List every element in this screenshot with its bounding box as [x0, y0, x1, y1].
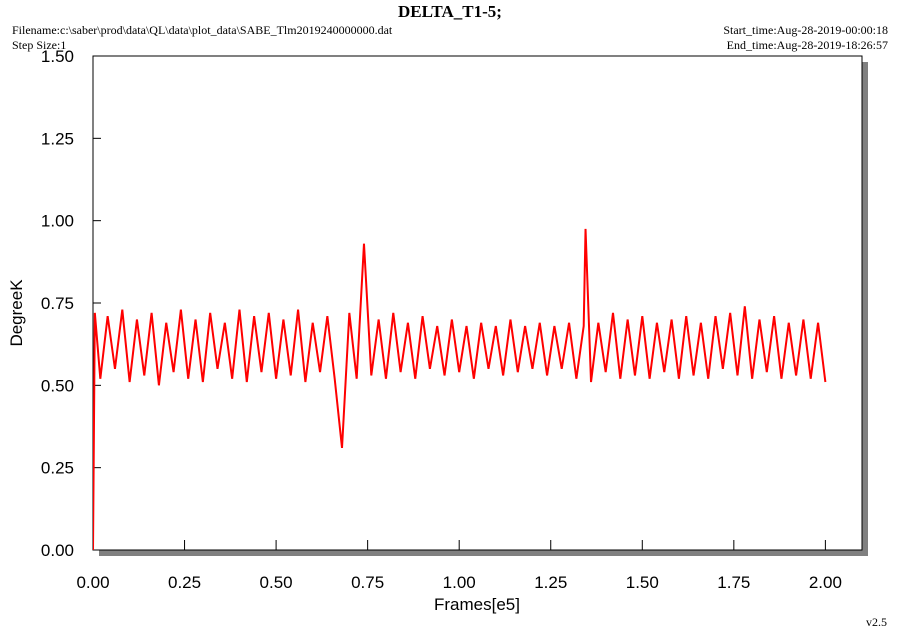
- y-tick-label: 1.50: [41, 47, 74, 66]
- data-line: [93, 228, 827, 550]
- chart-title: DELTA_T1-5;: [398, 2, 502, 21]
- y-tick-label: 0.00: [41, 541, 74, 560]
- x-tick-label: 1.00: [443, 573, 476, 592]
- x-tick-label: 0.00: [76, 573, 109, 592]
- step-size: Step Size:1: [12, 38, 66, 52]
- y-tick-label: 0.50: [41, 376, 74, 395]
- x-tick-label: 0.75: [351, 573, 384, 592]
- x-tick-label: 1.50: [626, 573, 659, 592]
- x-tick-label: 1.75: [717, 573, 750, 592]
- x-tick-label: 2.00: [809, 573, 842, 592]
- plot-area: [92, 55, 863, 551]
- version: v2.5: [866, 615, 887, 629]
- y-tick-label: 0.25: [41, 459, 74, 478]
- x-axis-label: Frames[e5]: [434, 595, 520, 614]
- x-tick-label: 0.50: [260, 573, 293, 592]
- start-time: Start_time:Aug-28-2019-00:00:18: [723, 23, 888, 37]
- x-tick-label: 1.25: [534, 573, 567, 592]
- y-tick-label: 1.25: [41, 129, 74, 148]
- x-tick-label: 0.25: [168, 573, 201, 592]
- end-time: End_time:Aug-28-2019-18:26:57: [727, 38, 888, 52]
- y-tick-label: 1.00: [41, 212, 74, 231]
- filename: Filename:c:\saber\prod\data\QL\data\plot…: [12, 23, 393, 37]
- y-tick-label: 0.75: [41, 294, 74, 313]
- y-axis-label: DegreeK: [7, 279, 26, 347]
